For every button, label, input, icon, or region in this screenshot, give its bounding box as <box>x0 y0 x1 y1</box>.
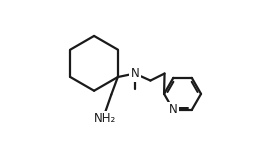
Text: NH₂: NH₂ <box>94 112 116 125</box>
Text: N: N <box>169 103 178 116</box>
Text: N: N <box>131 67 139 80</box>
